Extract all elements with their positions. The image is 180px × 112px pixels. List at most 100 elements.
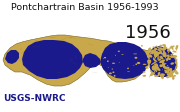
Ellipse shape (176, 45, 178, 49)
Ellipse shape (154, 63, 158, 68)
Ellipse shape (170, 47, 171, 49)
Ellipse shape (170, 62, 174, 65)
Ellipse shape (150, 70, 153, 74)
Ellipse shape (158, 58, 159, 59)
Ellipse shape (160, 52, 163, 54)
Ellipse shape (153, 46, 155, 50)
Ellipse shape (153, 65, 154, 67)
Ellipse shape (160, 74, 162, 78)
Ellipse shape (165, 71, 167, 73)
Polygon shape (148, 46, 176, 77)
Ellipse shape (168, 68, 172, 71)
Text: 1956: 1956 (125, 24, 171, 42)
Ellipse shape (174, 58, 178, 60)
Ellipse shape (156, 46, 161, 50)
Ellipse shape (168, 52, 169, 54)
Polygon shape (5, 50, 19, 64)
Ellipse shape (175, 72, 179, 74)
Ellipse shape (145, 70, 146, 71)
Ellipse shape (168, 74, 171, 76)
Ellipse shape (103, 58, 104, 59)
Ellipse shape (150, 52, 151, 53)
Ellipse shape (152, 48, 154, 51)
Ellipse shape (143, 64, 147, 65)
Ellipse shape (147, 62, 151, 64)
Ellipse shape (170, 53, 174, 55)
Ellipse shape (159, 49, 162, 52)
Ellipse shape (154, 48, 157, 50)
Ellipse shape (166, 58, 168, 60)
Ellipse shape (164, 52, 165, 54)
Ellipse shape (152, 72, 155, 74)
Ellipse shape (162, 60, 164, 65)
Ellipse shape (141, 45, 143, 47)
Ellipse shape (166, 55, 169, 57)
Ellipse shape (157, 67, 159, 68)
Ellipse shape (153, 58, 154, 60)
Ellipse shape (156, 53, 159, 56)
Ellipse shape (169, 70, 173, 75)
Ellipse shape (165, 47, 167, 50)
Ellipse shape (167, 68, 169, 74)
Text: Pontchartrain Basin 1956-1993: Pontchartrain Basin 1956-1993 (11, 3, 159, 12)
Ellipse shape (104, 57, 106, 58)
Ellipse shape (146, 67, 148, 69)
Ellipse shape (166, 76, 169, 78)
Ellipse shape (157, 69, 159, 70)
Ellipse shape (163, 66, 168, 69)
Ellipse shape (152, 52, 154, 54)
Ellipse shape (165, 67, 170, 69)
Ellipse shape (115, 55, 116, 56)
Ellipse shape (167, 73, 170, 76)
Ellipse shape (157, 46, 158, 48)
Ellipse shape (159, 52, 163, 55)
Ellipse shape (147, 50, 152, 53)
Ellipse shape (165, 70, 168, 74)
Ellipse shape (145, 66, 148, 68)
Ellipse shape (175, 61, 177, 64)
Ellipse shape (109, 72, 112, 74)
Ellipse shape (154, 51, 156, 58)
Ellipse shape (165, 55, 166, 59)
Ellipse shape (175, 67, 177, 68)
Ellipse shape (108, 67, 109, 68)
Ellipse shape (170, 71, 173, 75)
Ellipse shape (142, 75, 146, 77)
Ellipse shape (151, 61, 158, 65)
Ellipse shape (171, 47, 173, 48)
Ellipse shape (158, 67, 160, 71)
Ellipse shape (158, 52, 162, 54)
Ellipse shape (171, 46, 174, 50)
Ellipse shape (148, 48, 150, 50)
Ellipse shape (162, 63, 165, 67)
Ellipse shape (171, 55, 172, 58)
Ellipse shape (168, 74, 171, 76)
Ellipse shape (160, 64, 162, 67)
Ellipse shape (167, 65, 168, 66)
Ellipse shape (172, 76, 175, 80)
Ellipse shape (149, 55, 152, 58)
Ellipse shape (149, 48, 151, 50)
Ellipse shape (149, 50, 155, 55)
Ellipse shape (161, 76, 163, 79)
Ellipse shape (173, 55, 176, 58)
Ellipse shape (156, 48, 159, 51)
Ellipse shape (158, 69, 160, 71)
Ellipse shape (156, 75, 160, 77)
Ellipse shape (163, 64, 165, 67)
Polygon shape (3, 35, 177, 86)
Ellipse shape (158, 56, 160, 58)
Ellipse shape (144, 75, 146, 76)
Ellipse shape (170, 55, 177, 58)
Ellipse shape (162, 75, 164, 79)
Ellipse shape (155, 67, 158, 70)
Ellipse shape (148, 67, 150, 69)
Ellipse shape (160, 47, 163, 51)
Ellipse shape (112, 71, 114, 73)
Ellipse shape (176, 46, 178, 51)
Ellipse shape (159, 64, 163, 67)
Ellipse shape (114, 75, 116, 77)
Polygon shape (83, 53, 100, 68)
Ellipse shape (149, 74, 154, 76)
Ellipse shape (142, 73, 143, 74)
